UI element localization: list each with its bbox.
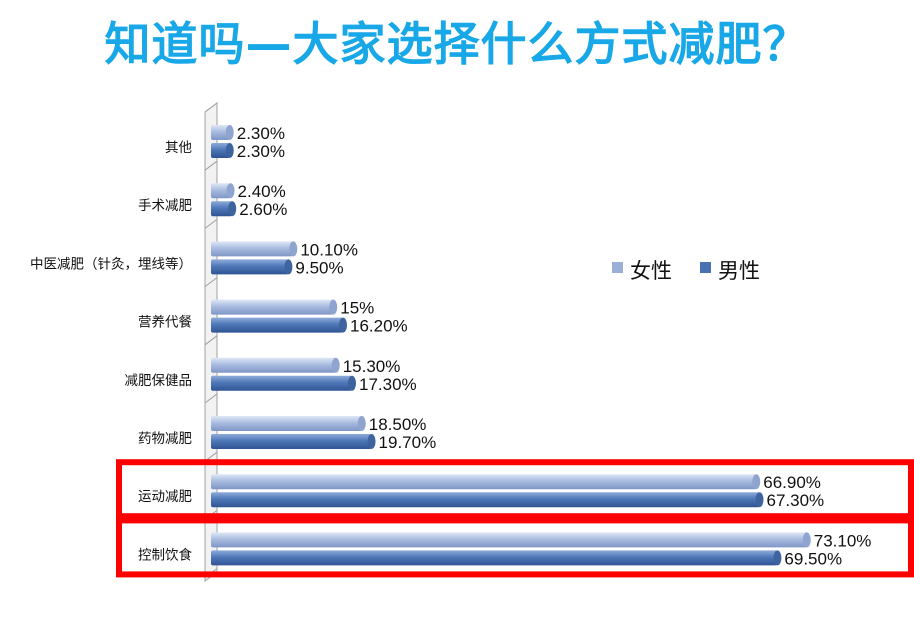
- bar-end-cap: [357, 416, 366, 431]
- legend-swatch: [700, 262, 711, 273]
- category-label: 中医减肥（针灸，埋线等）: [30, 255, 192, 272]
- axis-tick: [204, 335, 218, 346]
- data-label: 9.50%: [295, 258, 343, 277]
- category-label: 控制饮食: [138, 546, 192, 563]
- bar-male: [211, 550, 778, 566]
- bar-end-cap: [802, 532, 811, 548]
- category-label: 药物减肥: [138, 431, 192, 447]
- bar-male: [211, 317, 344, 333]
- bar-end-cap: [347, 375, 356, 391]
- bar-end-cap: [329, 299, 338, 315]
- legend-label: 男性: [718, 259, 760, 283]
- data-label: 73.10%: [814, 531, 872, 550]
- bar-male: [211, 492, 760, 508]
- data-label: 19.70%: [379, 433, 437, 452]
- legend-label: 女性: [630, 259, 672, 283]
- bar-end-cap: [228, 201, 237, 217]
- bar-end-cap: [752, 474, 761, 490]
- data-label: 2.30%: [237, 142, 285, 161]
- axis-tick: [204, 277, 218, 288]
- highlight-box: [116, 459, 914, 520]
- bar-end-cap: [226, 183, 235, 199]
- bar-female: [211, 532, 807, 548]
- bar-female: [211, 357, 336, 373]
- axis-tick: [204, 160, 218, 171]
- bar-end-cap: [225, 125, 234, 140]
- category-label: 运动减肥: [138, 489, 192, 505]
- bar-female: [211, 416, 362, 431]
- bar-end-cap: [331, 357, 340, 373]
- data-label: 15.30%: [343, 357, 401, 376]
- bar-female: [211, 125, 230, 140]
- bar-end-cap: [289, 241, 298, 257]
- bar-male: [211, 259, 289, 275]
- category-label: 减肥保健品: [125, 373, 193, 389]
- category-axis: [204, 102, 218, 582]
- bar-female: [211, 299, 334, 315]
- axis-tick: [204, 218, 218, 229]
- category-label: 其他: [165, 140, 192, 156]
- data-label: 67.30%: [766, 491, 824, 510]
- bar-end-cap: [284, 259, 293, 275]
- page-title: 知道吗—大家选择什么方式减肥？: [104, 17, 810, 71]
- data-label: 69.50%: [784, 549, 842, 568]
- bar-female: [211, 183, 231, 199]
- bar-end-cap: [225, 143, 234, 158]
- bar-end-cap: [367, 434, 376, 449]
- axis-tick: [204, 102, 218, 113]
- bar-end-cap: [755, 492, 764, 508]
- bar-male: [211, 375, 352, 391]
- bar-female: [211, 241, 294, 257]
- data-label: 15%: [340, 299, 374, 318]
- data-label: 2.40%: [238, 182, 286, 201]
- data-label: 16.20%: [350, 317, 408, 336]
- category-label: 手术减肥: [138, 198, 192, 214]
- data-label: 17.30%: [359, 375, 417, 394]
- bar-end-cap: [773, 550, 782, 566]
- data-label: 2.30%: [237, 124, 285, 143]
- category-label: 营养代餐: [138, 315, 192, 331]
- bar-male: [211, 201, 233, 217]
- axis-tick: [204, 393, 218, 404]
- bar-end-cap: [339, 317, 348, 333]
- data-label: 18.50%: [369, 415, 427, 434]
- data-label: 2.60%: [239, 200, 287, 219]
- bar-male: [211, 143, 230, 158]
- data-label: 66.90%: [763, 473, 821, 492]
- highlight-box: [116, 517, 914, 578]
- bar-female: [211, 474, 757, 490]
- data-label: 10.10%: [300, 240, 358, 259]
- bar-male: [211, 434, 372, 449]
- legend-swatch: [612, 262, 623, 273]
